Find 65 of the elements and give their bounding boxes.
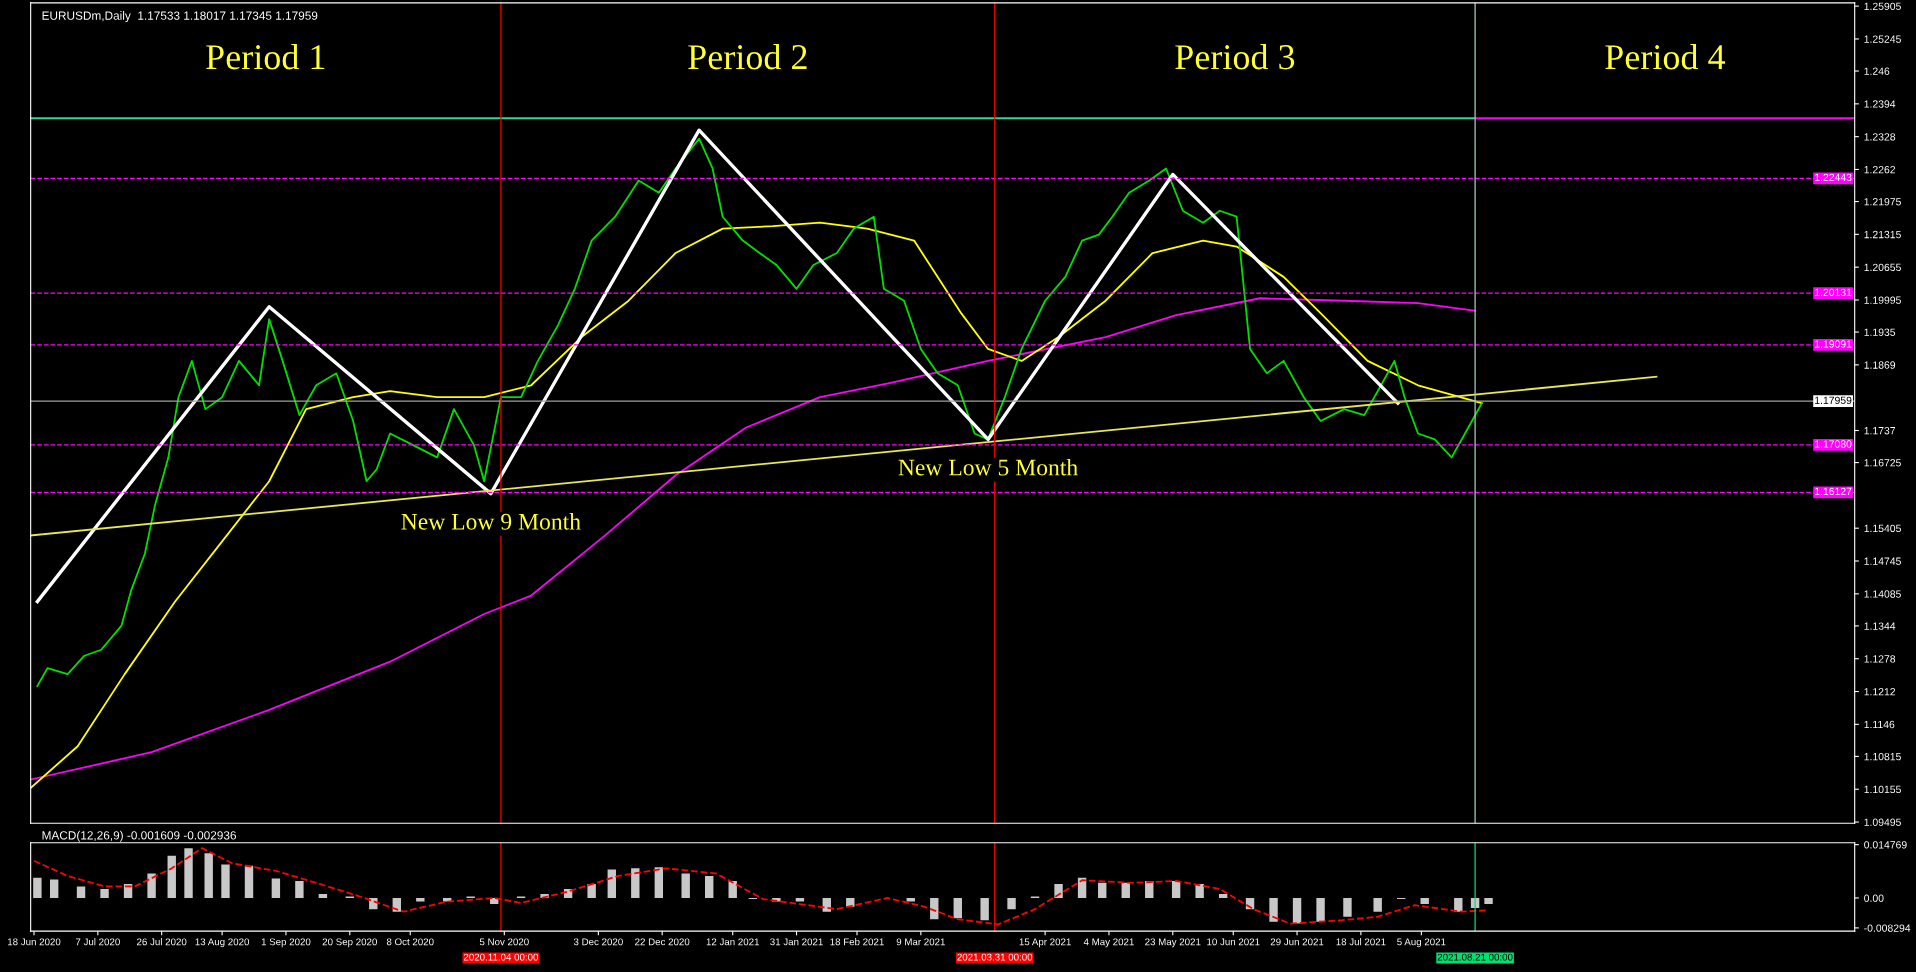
- y-tick-label: 1.20655: [1864, 263, 1901, 272]
- x-tick-label: 8 Oct 2020: [386, 938, 434, 946]
- ref-line-label: 1.20131: [1815, 288, 1852, 297]
- x-tick-label: 10 Jun 2021: [1207, 938, 1260, 946]
- chart-title: MACD(12,26,9) -0.001609 -0.002936: [42, 830, 236, 842]
- annotation: Period 4: [1605, 43, 1726, 70]
- x-tick-label: 12 Jan 2021: [706, 938, 760, 946]
- x-tick-label: 5 Aug 2021: [1397, 938, 1446, 948]
- y-tick-label: 1.1212: [1864, 688, 1896, 696]
- annotation: New Low 9 Month: [401, 513, 581, 530]
- y-tick-label: 1.15405: [1864, 524, 1901, 533]
- y-tick-label: 0.014769: [1864, 841, 1907, 849]
- x-tick-label: 18 Feb 2021: [830, 938, 884, 946]
- y-tick-label: 1.1278: [1864, 655, 1896, 663]
- x-tick-label: 9 Mar 2021: [896, 938, 945, 946]
- x-tick-label: 3 Dec 2020: [573, 938, 623, 946]
- y-tick-label: 1.1146: [1864, 720, 1895, 729]
- annotation: Period 3: [1175, 43, 1295, 70]
- y-tick-label: 1.25905: [1864, 2, 1901, 11]
- y-tick-label: 1.19995: [1864, 296, 1901, 304]
- y-tick-label: 1.14085: [1864, 590, 1901, 598]
- y-tick-label: 1.10155: [1864, 785, 1901, 794]
- x-tick-label: 23 May 2021: [1145, 938, 1201, 948]
- x-tick-label: 31 Jan 2021: [770, 938, 823, 946]
- annotation: New Low 5 Month: [898, 458, 1078, 476]
- x-tick-label: 26 Jul 2020: [137, 938, 187, 946]
- ref-line-label: 1.22443: [1815, 173, 1852, 182]
- y-tick-label: 1.1935: [1864, 328, 1896, 336]
- y-tick-label: 0.00: [1864, 894, 1884, 902]
- y-tick-label: 1.25245: [1864, 35, 1901, 43]
- y-tick-label: 1.2394: [1864, 100, 1896, 108]
- x-tick-label: 20 Sep 2020: [322, 938, 377, 948]
- y-tick-label: 1.14745: [1864, 557, 1901, 565]
- y-tick-label: -0.008294: [1864, 924, 1911, 932]
- ref-line-label: 2021.08.21 00:00: [1437, 953, 1513, 961]
- ref-line-label: 1.16127: [1815, 487, 1852, 496]
- y-tick-label: 1.21975: [1864, 198, 1901, 206]
- x-tick-label: 18 Jun 2020: [8, 938, 61, 946]
- x-tick-label: 18 Jul 2021: [1336, 938, 1386, 946]
- ref-line-label: 2020.11.04 00:00: [463, 953, 539, 961]
- x-tick-label: 7 Jul 2020: [75, 938, 120, 946]
- ref-line-label: 1.17080: [1815, 440, 1852, 448]
- x-tick-label: 22 Dec 2020: [635, 938, 690, 946]
- y-tick-label: 1.21315: [1864, 230, 1901, 239]
- y-tick-label: 1.246: [1864, 67, 1890, 75]
- x-tick-label: 4 May 2021: [1083, 938, 1134, 948]
- ref-line-label: 2021.03.31 00:00: [957, 953, 1033, 961]
- annotation: Period 1: [206, 43, 325, 70]
- x-tick-label: 1 Sep 2020: [261, 938, 311, 948]
- text: EURUSDm,Daily 1.17533 1.18017 1.17345 1.17959: [42, 11, 318, 23]
- y-tick-label: 1.09495: [1864, 818, 1901, 826]
- annotation: Period 2: [688, 43, 807, 70]
- ref-line-label: 1.19091: [1815, 340, 1852, 348]
- y-tick-label: 1.2262: [1864, 165, 1896, 174]
- y-tick-label: 1.10815: [1864, 752, 1901, 761]
- x-tick-label: 15 Apr 2021: [1019, 938, 1071, 948]
- y-tick-label: 1.1737: [1864, 427, 1896, 435]
- y-tick-label: 1.1344: [1864, 622, 1896, 630]
- x-tick-label: 29 Jun 2021: [1270, 938, 1324, 946]
- x-tick-label: 5 Nov 2020: [479, 938, 529, 946]
- y-tick-label: 1.1869: [1864, 361, 1896, 369]
- y-tick-label: 1.2328: [1864, 133, 1896, 141]
- ref-line-label: 1.17959: [1815, 396, 1852, 405]
- x-tick-label: 13 Aug 2020: [195, 938, 250, 948]
- y-tick-label: 1.16725: [1864, 459, 1901, 467]
